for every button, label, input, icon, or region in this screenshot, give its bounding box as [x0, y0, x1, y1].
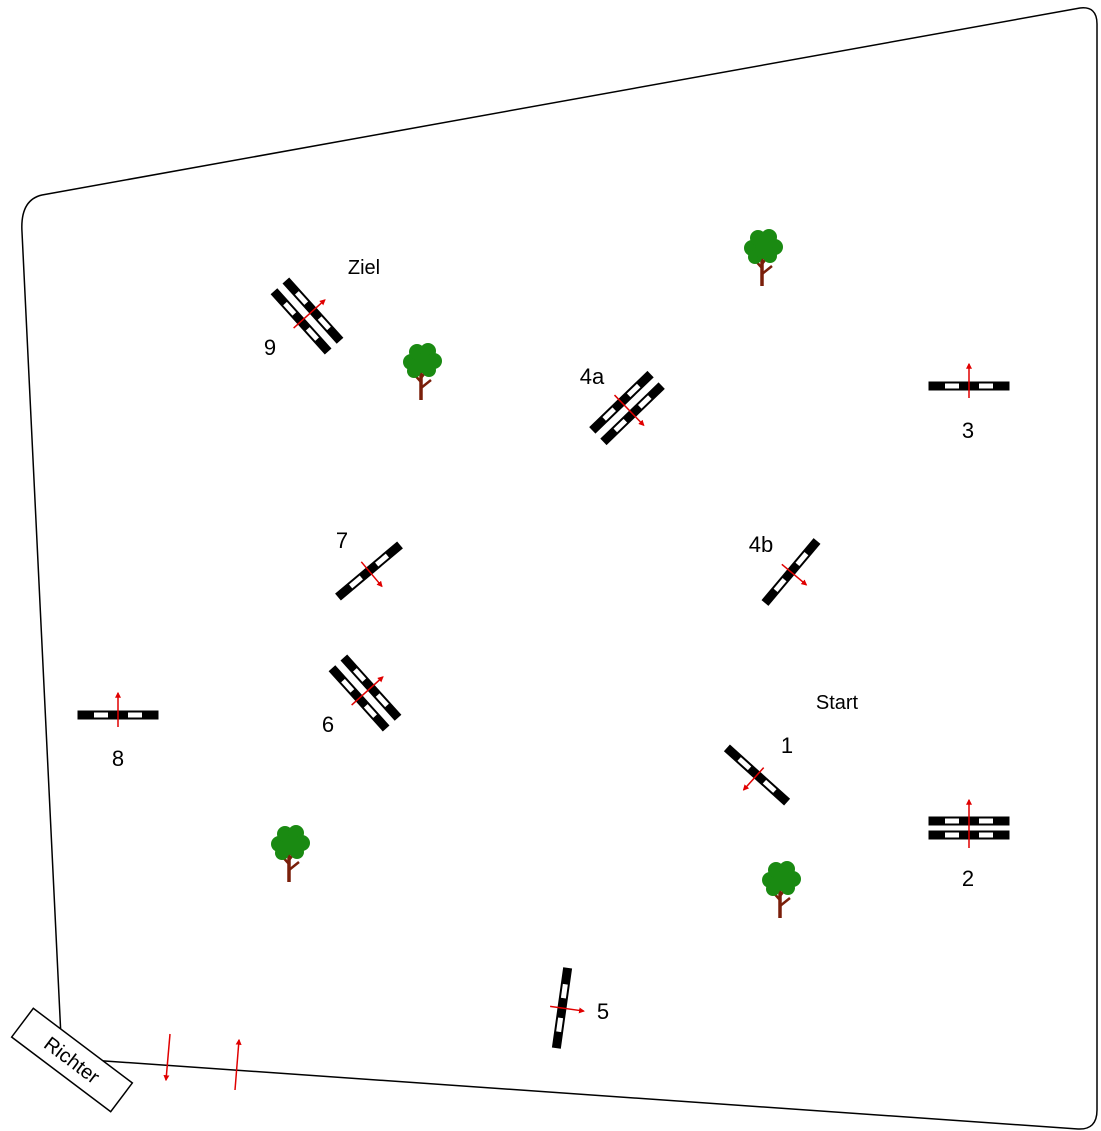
start-label: Start	[816, 692, 859, 714]
tree-icon	[401, 341, 444, 402]
obstacle-4b-label: 4b	[749, 532, 773, 557]
obstacle-1	[724, 744, 790, 806]
direction-arrow-icon	[163, 1033, 171, 1082]
direction-arrow-icon	[550, 1005, 585, 1014]
obstacle-9	[270, 277, 344, 355]
direction-arrow-icon	[351, 676, 384, 706]
obstacle-4a-label: 4a	[580, 364, 605, 389]
obstacle-8	[77, 691, 159, 727]
obstacle-4a	[589, 371, 665, 445]
direction-arrow-icon	[293, 299, 326, 329]
obstacle-1-label: 1	[781, 733, 793, 758]
tree-icon	[742, 227, 785, 288]
direction-arrow-icon	[781, 563, 808, 586]
obstacle-3-label: 3	[962, 418, 974, 443]
obstacle-2	[928, 798, 1010, 848]
obstacle-3	[928, 362, 1010, 398]
obstacle-6	[328, 654, 402, 732]
obstacle-7	[335, 541, 403, 601]
judge-box: Richter	[10, 1007, 134, 1113]
arena-boundary	[21, 7, 1098, 1130]
obstacle-2-label: 2	[962, 866, 974, 891]
direction-arrow-icon	[360, 561, 383, 588]
finish-label: Ziel	[348, 257, 380, 279]
obstacle-6-label: 6	[322, 712, 334, 737]
obstacle-8-label: 8	[112, 746, 124, 771]
direction-arrow-icon	[234, 1038, 242, 1091]
obstacle-9-label: 9	[264, 335, 276, 360]
obstacle-7-label: 7	[336, 528, 348, 553]
obstacle-4b	[761, 538, 821, 606]
tree-icon	[760, 859, 803, 920]
direction-arrow-icon	[742, 767, 765, 791]
obstacle-5-label: 5	[597, 999, 609, 1024]
direction-arrow-icon	[613, 394, 645, 427]
tree-icon	[269, 823, 312, 884]
entrance-arrows	[163, 1033, 242, 1091]
obstacle-5	[550, 967, 585, 1049]
